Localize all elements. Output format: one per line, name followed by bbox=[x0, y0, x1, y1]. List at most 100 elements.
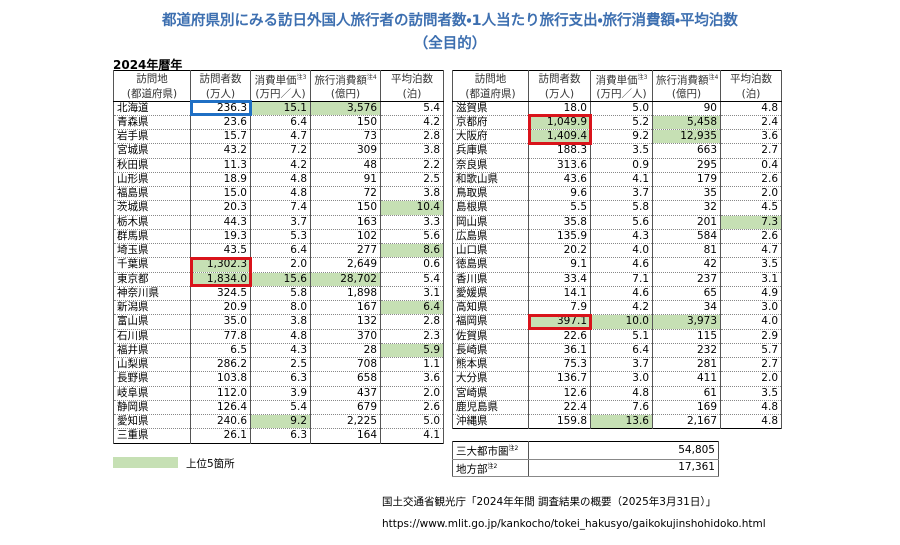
right-table: 訪問地 訪問者数 消費単価注3 旅行消費額注4 平均泊数 (都道府県) (万人) (万円／人)… bbox=[452, 70, 782, 430]
value-cell: 2.5 bbox=[380, 172, 444, 188]
value-cell: 3.1 bbox=[380, 286, 444, 302]
header-note: 注3 bbox=[296, 74, 307, 81]
value-cell: 679 bbox=[310, 400, 381, 416]
value-cell: 6.4 bbox=[380, 300, 444, 316]
value-cell: 6.4 bbox=[590, 343, 653, 359]
value-cell: 4.9 bbox=[720, 286, 782, 302]
prefecture-name: 三重県 bbox=[113, 428, 191, 444]
header-unit: (万人) bbox=[190, 87, 251, 102]
value-cell: 3.8 bbox=[380, 186, 444, 202]
table-row: 島根県 5.5 5.8 32 4.5 bbox=[452, 200, 782, 216]
value-cell: 1,898 bbox=[310, 286, 381, 302]
table-row: 熊本県 75.3 3.7 281 2.7 bbox=[452, 357, 782, 373]
prefecture-name: 北海道 bbox=[113, 101, 191, 116]
value-cell: 135.9 bbox=[528, 229, 591, 245]
value-cell: 324.5 bbox=[190, 286, 251, 302]
table-row: 北海道 236.3 15.1 3,576 5.4 bbox=[113, 101, 444, 116]
header-text: 訪問者数 bbox=[538, 72, 581, 85]
value-cell: 2.0 bbox=[720, 371, 782, 387]
value-cell: 13.6 bbox=[590, 414, 653, 430]
value-cell: 0.9 bbox=[590, 158, 653, 173]
value-cell: 1,834.0 bbox=[190, 272, 251, 287]
value-cell: 295 bbox=[652, 158, 721, 173]
value-cell: 236.3 bbox=[190, 101, 251, 116]
header-unit: (万人) bbox=[528, 87, 591, 102]
value-cell: 2.6 bbox=[380, 400, 444, 416]
table-row: 岩手県 15.7 4.7 73 2.8 bbox=[113, 129, 444, 145]
value-cell: 11.3 bbox=[190, 158, 251, 173]
value-cell: 33.4 bbox=[528, 272, 591, 287]
header-text: 訪問地 bbox=[474, 72, 507, 85]
value-cell: 2.8 bbox=[380, 129, 444, 145]
prefecture-name: 徳島県 bbox=[452, 257, 529, 273]
summary-label: 三大都市圏注2 bbox=[452, 441, 529, 460]
value-cell: 0.4 bbox=[720, 158, 782, 173]
value-cell: 26.1 bbox=[190, 428, 251, 444]
value-cell: 708 bbox=[310, 357, 381, 373]
table-row: 福島県 15.0 4.8 72 3.8 bbox=[113, 186, 444, 202]
prefecture-name: 福井県 bbox=[113, 343, 191, 359]
value-cell: 3.6 bbox=[720, 129, 782, 145]
value-cell: 5.6 bbox=[380, 229, 444, 245]
value-cell: 20.3 bbox=[190, 200, 251, 216]
value-cell: 3.7 bbox=[590, 357, 653, 373]
summary-row: 地方部注2 17,361 bbox=[452, 459, 719, 477]
value-cell: 2.0 bbox=[250, 257, 311, 273]
value-cell: 43.2 bbox=[190, 143, 251, 159]
prefecture-name: 愛媛県 bbox=[452, 286, 529, 302]
value-cell: 3.7 bbox=[590, 186, 653, 202]
value-cell: 2.5 bbox=[250, 357, 311, 373]
value-cell: 4.8 bbox=[720, 101, 782, 116]
table-row: 福岡県 397.1 10.0 3,973 4.0 bbox=[452, 314, 782, 330]
value-cell: 397.1 bbox=[528, 314, 591, 330]
value-cell: 411 bbox=[652, 371, 721, 387]
source-citation: 国土交通省観光庁「2024年年間 調査結果の概要（2025年3月31日）」 bbox=[382, 496, 717, 508]
value-cell: 3.8 bbox=[380, 143, 444, 159]
value-cell: 150 bbox=[310, 200, 381, 216]
value-cell: 2,649 bbox=[310, 257, 381, 273]
prefecture-name: 熊本県 bbox=[452, 357, 529, 373]
prefecture-name: 群馬県 bbox=[113, 229, 191, 245]
value-cell: 4.2 bbox=[590, 300, 653, 316]
header-cell: 消費単価注3 bbox=[590, 70, 653, 88]
summary-note: 注2 bbox=[487, 462, 498, 470]
value-cell: 2.2 bbox=[380, 158, 444, 173]
value-cell: 167 bbox=[310, 300, 381, 316]
table-row: 三重県 26.1 6.3 164 4.1 bbox=[113, 428, 444, 444]
value-cell: 9.6 bbox=[528, 186, 591, 202]
value-cell: 3,576 bbox=[310, 101, 381, 116]
prefecture-name: 大阪府 bbox=[452, 129, 529, 145]
table-row: 佐賀県 22.6 5.1 115 2.9 bbox=[452, 329, 782, 344]
value-cell: 309 bbox=[310, 143, 381, 159]
value-cell: 5.0 bbox=[590, 101, 653, 116]
value-cell: 7.3 bbox=[720, 215, 782, 230]
prefecture-name: 滋賀県 bbox=[452, 101, 529, 116]
summary-label: 地方部注2 bbox=[452, 459, 529, 477]
value-cell: 44.3 bbox=[190, 215, 251, 230]
value-cell: 18.0 bbox=[528, 101, 591, 116]
summary-value: 54,805 bbox=[528, 441, 719, 460]
value-cell: 4.5 bbox=[720, 200, 782, 216]
table-row: 大分県 136.7 3.0 411 2.0 bbox=[452, 371, 782, 387]
value-cell: 4.8 bbox=[250, 172, 311, 188]
value-cell: 4.8 bbox=[250, 186, 311, 202]
prefecture-name: 香川県 bbox=[452, 272, 529, 287]
prefecture-name: 高知県 bbox=[452, 300, 529, 316]
value-cell: 43.5 bbox=[190, 243, 251, 259]
value-cell: 201 bbox=[652, 215, 721, 230]
title: 都道府県別にみる訪日外国人旅行者の訪問者数・1人当たり旅行支出・旅行消費額・平均… bbox=[162, 13, 738, 29]
value-cell: 4.8 bbox=[720, 400, 782, 416]
summary-row: 三大都市圏注2 54,805 bbox=[452, 441, 719, 460]
prefecture-name: 宮崎県 bbox=[452, 386, 529, 401]
value-cell: 65 bbox=[652, 286, 721, 302]
prefecture-name: 埼玉県 bbox=[113, 243, 191, 259]
table-row: 岡山県 35.8 5.6 201 7.3 bbox=[452, 215, 782, 230]
prefecture-name: 愛知県 bbox=[113, 414, 191, 430]
prefecture-name: 島根県 bbox=[452, 200, 529, 216]
value-cell: 20.9 bbox=[190, 300, 251, 316]
value-cell: 8.6 bbox=[380, 243, 444, 259]
value-cell: 658 bbox=[310, 371, 381, 387]
prefecture-name: 長崎県 bbox=[452, 343, 529, 359]
summary-value: 17,361 bbox=[528, 459, 719, 477]
value-cell: 15.0 bbox=[190, 186, 251, 202]
